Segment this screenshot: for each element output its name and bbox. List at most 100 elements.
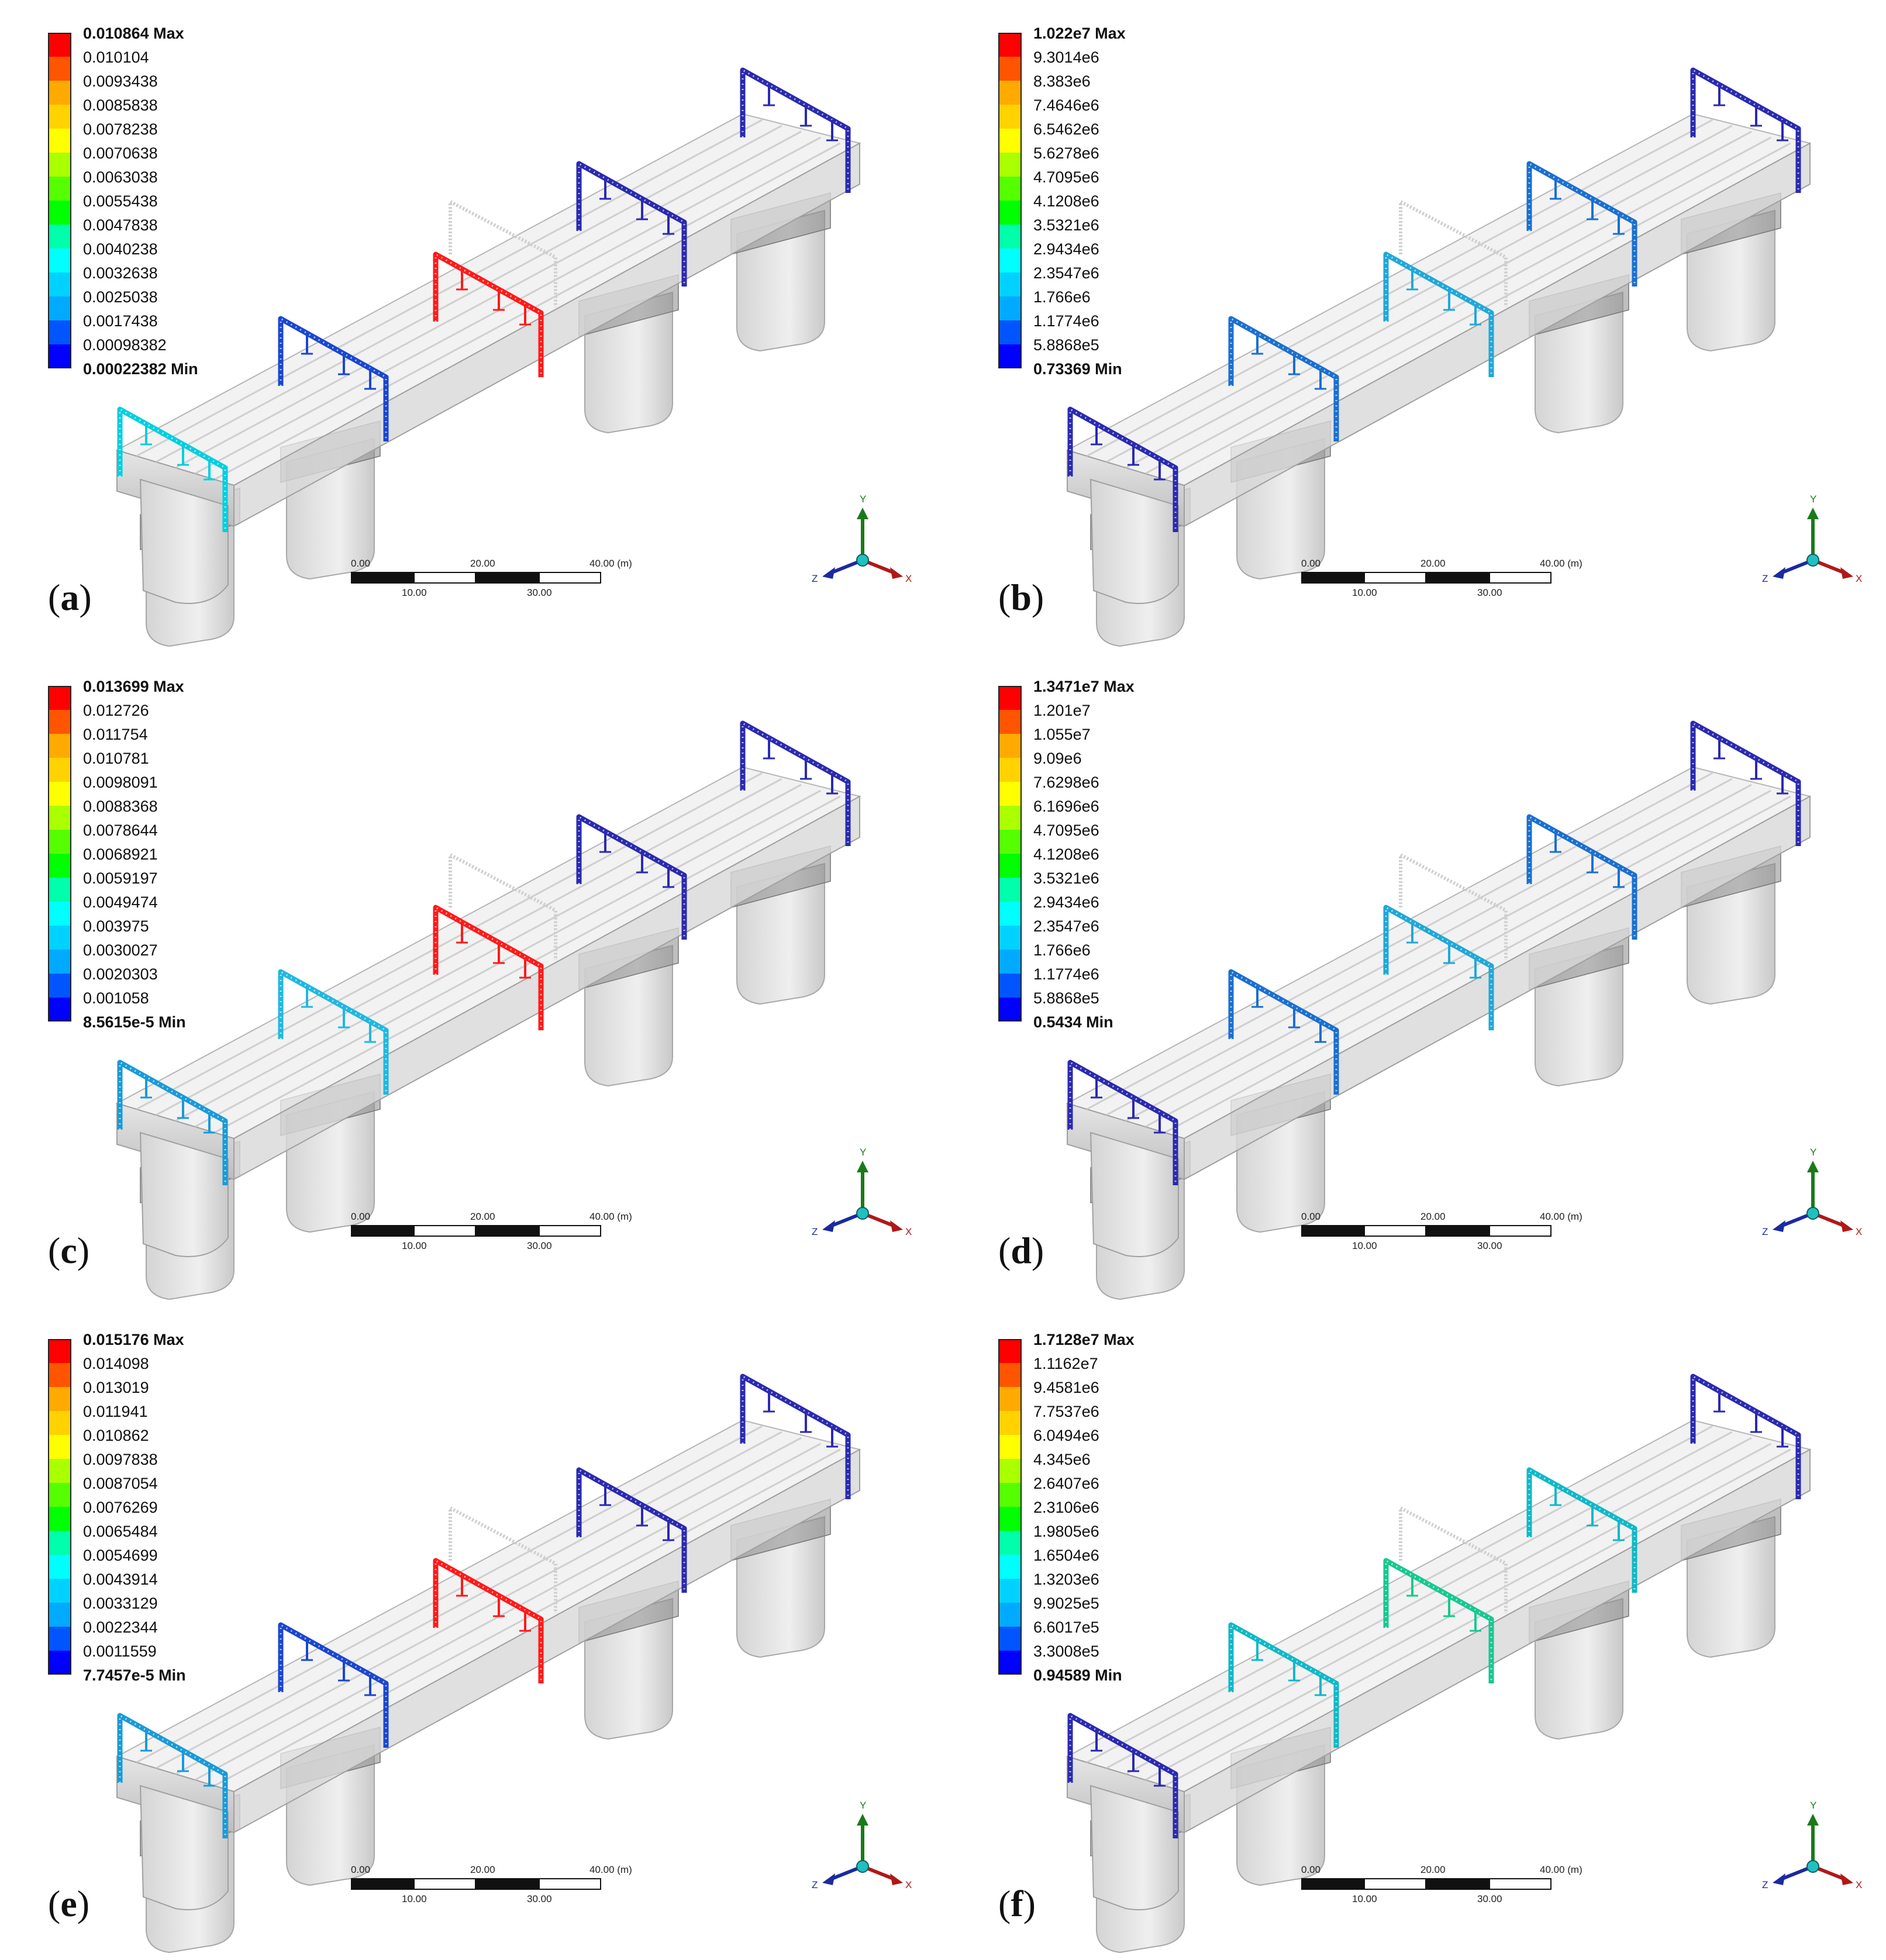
legend-swatch xyxy=(48,1339,71,1363)
legend-swatch xyxy=(998,1507,1022,1531)
legend-swatch xyxy=(998,974,1022,998)
legend-label: 1.766e6 xyxy=(1033,288,1091,306)
x-axis-label: X xyxy=(905,1879,912,1890)
legend-label: 0.00098382 xyxy=(83,336,167,354)
scale-tick-label: 40.00 (m) xyxy=(1540,558,1582,569)
z-axis-label: Z xyxy=(1762,1226,1768,1237)
gantry-frame xyxy=(278,1622,389,1748)
legend-label: 0.0049474 xyxy=(83,893,158,911)
legend-swatch xyxy=(48,57,71,81)
legend-swatch xyxy=(998,1459,1022,1483)
panel-label: (a) xyxy=(48,577,92,618)
legend-label: 1.1162e7 xyxy=(1033,1355,1098,1372)
scale-bar-segment xyxy=(1489,572,1551,584)
legend-swatch xyxy=(48,177,71,201)
abutment xyxy=(1089,1131,1179,1257)
scale-tick-label: 10.00 xyxy=(402,1893,427,1904)
legend-swatch xyxy=(998,1603,1022,1627)
scale-bar-segment xyxy=(1426,572,1489,584)
gantry-frame xyxy=(278,969,389,1095)
legend-swatch xyxy=(48,878,71,902)
legend-swatch xyxy=(998,129,1022,153)
legend-swatch xyxy=(998,57,1022,81)
scale-tick-label: 40.00 (m) xyxy=(589,1864,632,1875)
legend-swatch xyxy=(48,710,71,734)
legend-swatch xyxy=(48,225,71,249)
gantry-frame xyxy=(1690,67,1801,193)
abutment xyxy=(1089,478,1179,604)
legend-label: 8.383e6 xyxy=(1033,73,1091,90)
legend-label: 1.6504e6 xyxy=(1033,1547,1099,1564)
legend-label: 1.201e7 xyxy=(1033,702,1091,719)
legend-swatch xyxy=(998,806,1022,830)
legend-swatch xyxy=(48,105,71,129)
legend-swatch xyxy=(998,1339,1022,1363)
legend-label: 8.5615e-5 Min xyxy=(83,1013,186,1031)
legend-swatch xyxy=(48,902,71,926)
scale-bar-segment xyxy=(539,1225,601,1237)
gantry-frame xyxy=(433,1505,557,1683)
gantry-frame xyxy=(740,720,851,846)
bridge-model xyxy=(115,1374,861,1954)
scale-bar-segment xyxy=(539,1878,601,1890)
legend-swatch xyxy=(48,998,71,1022)
legend-label: 3.5321e6 xyxy=(1033,216,1099,234)
legend-swatch xyxy=(998,249,1022,272)
legend-swatch xyxy=(998,201,1022,225)
legend-swatch xyxy=(48,1363,71,1387)
legend-label: 0.014098 xyxy=(83,1355,149,1372)
scale-bar-segment xyxy=(1426,1878,1489,1890)
legend-label: 0.0070638 xyxy=(83,144,158,162)
axis-triad: Y X Z xyxy=(807,1144,918,1255)
legend-swatch xyxy=(48,734,71,758)
legend-swatch xyxy=(48,272,71,296)
legend-swatch xyxy=(998,1363,1022,1387)
gantry-frame xyxy=(1526,161,1637,287)
bridge-model xyxy=(1066,720,1812,1300)
scale-tick-label: 20.00 xyxy=(1420,1864,1446,1875)
legend-swatch xyxy=(48,782,71,806)
axis-triad: Y X Z xyxy=(1757,491,1868,602)
x-axis-label: X xyxy=(1856,1879,1863,1890)
panel-label: (e) xyxy=(48,1883,90,1924)
legend-label: 5.8868e5 xyxy=(1033,989,1099,1007)
panel-letter: a xyxy=(60,577,80,618)
legend-label: 0.0078238 xyxy=(83,120,158,138)
scale-tick-label: 0.00 xyxy=(351,558,371,569)
legend-label: 2.9434e6 xyxy=(1033,893,1099,911)
bridge-deck xyxy=(115,1419,861,1834)
legend-label: 0.0088368 xyxy=(83,798,158,815)
legend-swatch xyxy=(48,81,71,105)
legend-label: 0.0063038 xyxy=(83,168,158,186)
y-axis-label: Y xyxy=(860,1147,867,1158)
x-axis-label: X xyxy=(1856,1226,1863,1237)
legend-label: 0.0085838 xyxy=(83,96,158,114)
legend-label: 0.0087054 xyxy=(83,1475,158,1492)
scale-bar-segment xyxy=(413,572,476,584)
legend-label: 6.6017e5 xyxy=(1033,1619,1099,1636)
legend-swatch xyxy=(998,1387,1022,1411)
legend-label: 2.3547e6 xyxy=(1033,264,1099,282)
scale-bar-segment xyxy=(476,572,539,584)
legend-label: 0.0020303 xyxy=(83,965,158,983)
legend-label: 7.6298e6 xyxy=(1033,774,1099,791)
scale-tick-label: 30.00 xyxy=(1477,1893,1502,1904)
legend-label: 0.010862 xyxy=(83,1427,149,1444)
legend-label: 0.012726 xyxy=(83,702,149,719)
legend-label: 4.1208e6 xyxy=(1033,192,1099,210)
y-axis-label: Y xyxy=(1810,494,1817,505)
scale-tick-label: 30.00 xyxy=(1477,587,1502,598)
legend-label: 0.0032638 xyxy=(83,264,158,282)
legend-label: 1.022e7 Max xyxy=(1033,25,1126,42)
legend-label: 3.3008e5 xyxy=(1033,1642,1099,1660)
legend-swatch xyxy=(998,1555,1022,1579)
axis-triad: Y X Z xyxy=(807,1797,918,1909)
scale-tick-label: 30.00 xyxy=(1477,1240,1502,1251)
scale-bar-segment xyxy=(476,1225,539,1237)
legend-swatch xyxy=(48,830,71,854)
scale-tick-label: 40.00 (m) xyxy=(1540,1211,1582,1222)
legend-swatch xyxy=(998,830,1022,854)
bridge-model xyxy=(115,67,861,647)
legend-swatch xyxy=(48,1627,71,1651)
gantry-frame xyxy=(1383,852,1508,1030)
